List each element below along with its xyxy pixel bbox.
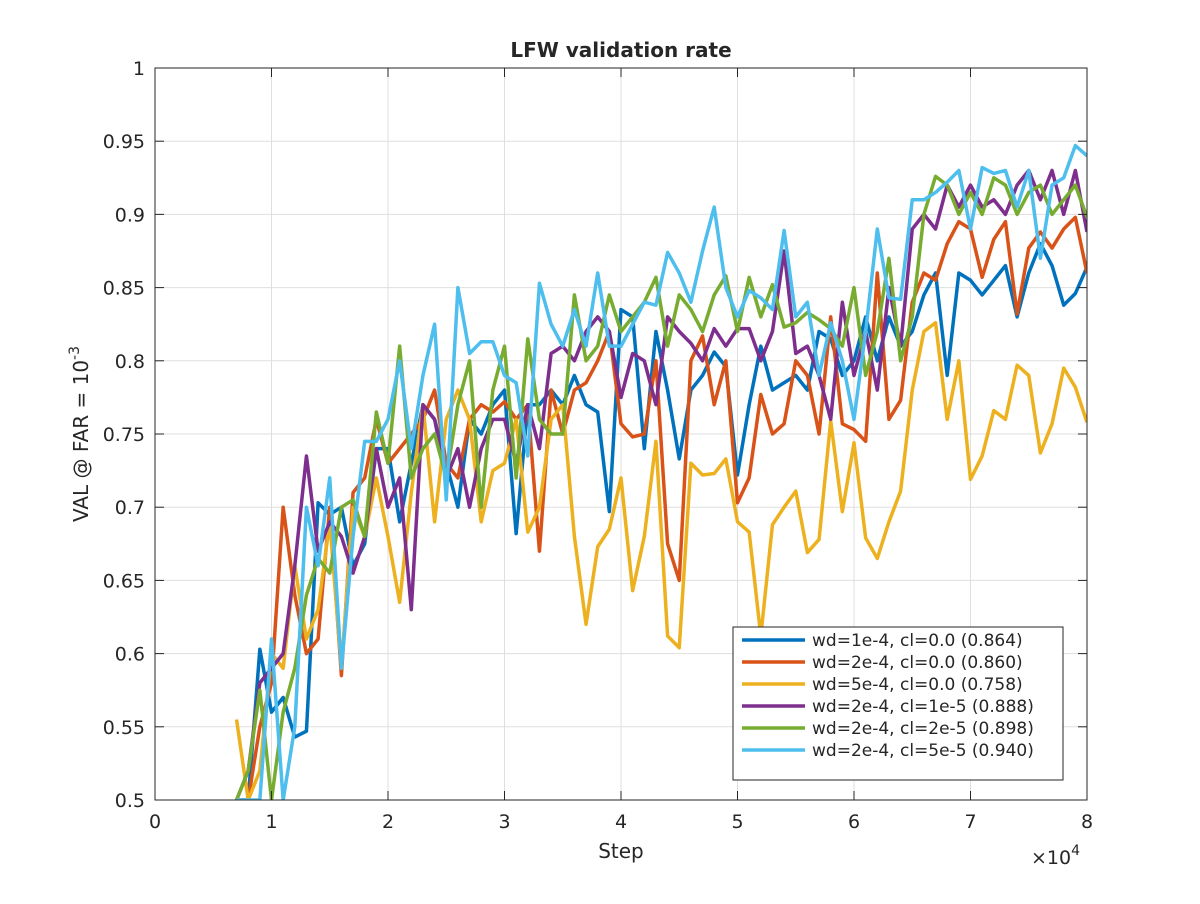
x-tick-label: 7 [964, 811, 976, 833]
y-tick-label: 0.85 [103, 278, 145, 300]
y-tick-label: 0.65 [103, 570, 145, 592]
y-axis-label-sup: -3 [67, 346, 83, 360]
legend-label: wd=2e-4, cl=2e-5 (0.898) [812, 719, 1034, 739]
y-tick-label: 0.95 [103, 131, 145, 153]
y-tick-label: 0.75 [103, 424, 145, 446]
series-line [234, 168, 1087, 800]
x-multiplier-base: ×10 [1031, 847, 1071, 869]
x-tick-label: 1 [265, 811, 277, 833]
legend-box [732, 626, 1064, 781]
legend-label: wd=1e-4, cl=0.0 (0.864) [812, 631, 1023, 651]
x-axis-label: Step [598, 839, 644, 863]
y-tick-label: 0.8 [115, 351, 145, 373]
x-tick-label: 8 [1081, 811, 1093, 833]
y-tick-label: 1 [133, 58, 145, 80]
y-tick-label: 0.5 [115, 790, 145, 812]
series-line [234, 320, 1087, 800]
x-tick-label: 3 [498, 811, 510, 833]
y-tick-label: 0.6 [115, 644, 145, 666]
y-tick-label: 0.9 [115, 204, 145, 226]
x-tick-label: 0 [149, 811, 161, 833]
chart-title: LFW validation rate [510, 38, 731, 62]
x-tick-label: 5 [731, 811, 743, 833]
series-line [236, 143, 1087, 800]
y-tick-label: 0.7 [115, 497, 145, 519]
y-axis-label: VAL @ FAR = 10-3 [67, 346, 93, 522]
legend-label: wd=5e-4, cl=0.0 (0.758) [812, 675, 1023, 695]
y-tick-label: 0.55 [103, 717, 145, 739]
x-multiplier: ×104 [1031, 843, 1080, 869]
legend: wd=1e-4, cl=0.0 (0.864)wd=2e-4, cl=0.0 (… [732, 626, 1064, 781]
legend-label: wd=2e-4, cl=0.0 (0.860) [812, 653, 1023, 673]
lines [234, 143, 1087, 800]
x-tick-label: 4 [615, 811, 627, 833]
y-axis-label-base: VAL @ FAR = 10 [69, 360, 93, 522]
legend-label: wd=2e-4, cl=1e-5 (0.888) [812, 697, 1034, 717]
x-tick-label: 2 [382, 811, 394, 833]
x-multiplier-exp: 4 [1071, 843, 1080, 859]
x-tick-label: 6 [848, 811, 860, 833]
legend-label: wd=2e-4, cl=5e-5 (0.940) [812, 741, 1034, 761]
